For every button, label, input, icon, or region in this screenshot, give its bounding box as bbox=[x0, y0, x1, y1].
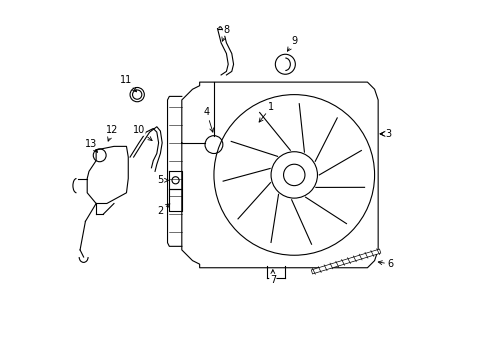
Text: 13: 13 bbox=[85, 139, 97, 152]
Text: 12: 12 bbox=[106, 125, 118, 141]
Text: 6: 6 bbox=[378, 259, 393, 269]
Text: 11: 11 bbox=[120, 75, 136, 92]
Text: 10: 10 bbox=[133, 125, 152, 141]
Text: 9: 9 bbox=[287, 36, 297, 51]
Text: 8: 8 bbox=[222, 25, 229, 41]
Text: 3: 3 bbox=[379, 129, 391, 139]
Text: 5: 5 bbox=[157, 175, 168, 185]
Text: 2: 2 bbox=[157, 204, 169, 216]
Text: 7: 7 bbox=[269, 270, 275, 285]
Text: 4: 4 bbox=[203, 107, 213, 132]
Text: 1: 1 bbox=[258, 102, 273, 122]
